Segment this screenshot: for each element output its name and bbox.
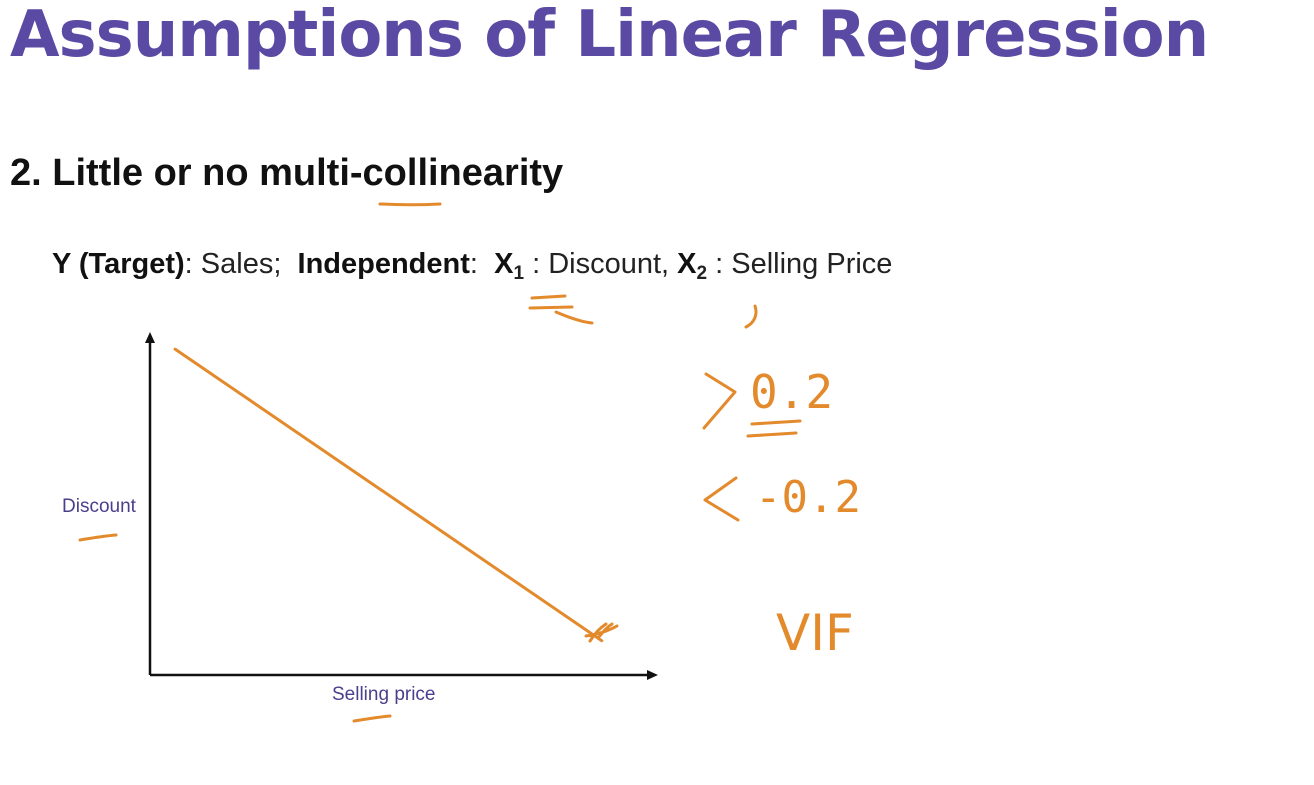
underline-collinearity (378, 202, 442, 207)
underline-selling-price-label (352, 714, 392, 723)
lt-value-text: -0.2 (755, 472, 861, 523)
underline-x2-mark (744, 304, 758, 329)
y-axis-arrow (145, 332, 155, 343)
greater-than-mark (702, 372, 737, 430)
gt-value-text: 0.2 (750, 365, 833, 419)
x-axis-label: Selling price (332, 684, 436, 705)
tick-mark-line-end (584, 622, 619, 643)
variables-description: Y (Target): Sales; Independent: X1 : Dis… (52, 248, 892, 285)
x2-subscript: 2 (696, 263, 708, 284)
section-heading: 2. Little or no multi-collinearity (10, 152, 564, 194)
series-line-0 (173, 347, 604, 643)
independent-label: Independent (297, 248, 470, 280)
handwritten-annotations (78, 202, 758, 723)
x1-subscript: 1 (513, 263, 525, 284)
handwritten-gt-0-2: 0.2 (702, 365, 833, 438)
x1-variable: X (494, 248, 514, 280)
x2-variable: X (677, 248, 697, 280)
chart-series (173, 347, 604, 643)
underline-x1-mark (528, 294, 594, 325)
handwritten-lt-neg-0-2: -0.2 (703, 472, 861, 523)
vif-text: VIF (776, 604, 854, 662)
x-axis-arrow (647, 670, 658, 680)
x1-description: : Discount, (532, 248, 670, 280)
y-axis-label: Discount (62, 496, 136, 517)
gt-value-underline (746, 419, 802, 438)
independent-sep: : (469, 248, 478, 280)
handwritten-vif: VIF (776, 604, 854, 662)
underline-discount-label (78, 533, 118, 542)
x2-description: : Selling Price (715, 248, 893, 280)
target-label: Y (Target) (52, 248, 185, 280)
slide-title: Assumptions of Linear Regression (10, 0, 1209, 72)
less-than-mark (703, 476, 740, 522)
target-value: : Sales; (184, 248, 282, 280)
chart-axes (145, 332, 658, 680)
